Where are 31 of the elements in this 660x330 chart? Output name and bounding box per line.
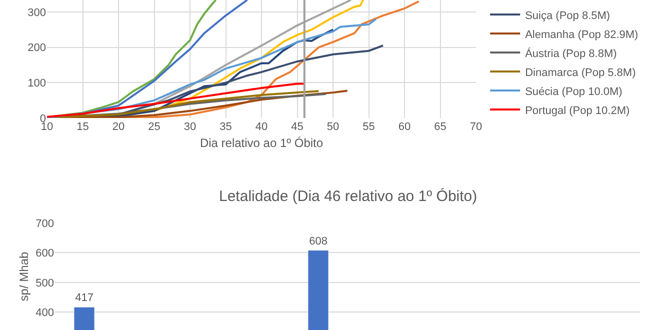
x-tick-label: 55 <box>362 121 375 133</box>
x-tick-label: 15 <box>76 121 89 133</box>
x-tick-label: 65 <box>434 121 446 133</box>
legend-label: Suiça (Pop 8.5M) <box>525 10 610 22</box>
x-tick-label: 60 <box>398 121 411 133</box>
y-axis-title: sp/ Mhab <box>16 251 31 302</box>
x-tick-label: 25 <box>148 121 160 133</box>
data-label: 608 <box>309 235 328 248</box>
legend-label: Alemanha (Pop 82.9M) <box>525 28 638 41</box>
x-tick-label: 70 <box>470 121 482 133</box>
chart-title: Letalidade (Dia 46 relativo ao 1º Óbito) <box>219 187 478 205</box>
legend-label: Portugal (Pop 10.2M) <box>525 104 630 117</box>
y-tick-label: 400 <box>36 307 54 320</box>
y-tick-label: 500 <box>36 277 54 290</box>
x-axis-title: Dia relativo ao 1º Óbito <box>200 136 324 150</box>
y-tick-label: 300 <box>28 6 46 19</box>
y-tick-label: 200 <box>28 42 46 54</box>
data-label: 417 <box>75 292 94 304</box>
legend-label: Dinamarca (Pop 5.8M) <box>525 66 636 79</box>
x-tick-label: 50 <box>326 121 340 133</box>
x-tick-label: 20 <box>112 121 125 133</box>
x-tick-label: 40 <box>255 121 268 133</box>
y-tick-label: 100 <box>28 78 46 90</box>
x-tick-label: 45 <box>291 121 304 133</box>
y-tick-label: 600 <box>36 248 54 260</box>
legend-label: Suécia (Pop 10.0M) <box>525 86 622 98</box>
x-tick-label: 10 <box>40 121 54 133</box>
x-tick-label: 35 <box>220 121 232 133</box>
legend-label: Áustria (Pop 8.8M) <box>525 46 617 60</box>
x-tick-label: 30 <box>184 121 196 133</box>
y-tick-label: 700 <box>36 218 54 230</box>
